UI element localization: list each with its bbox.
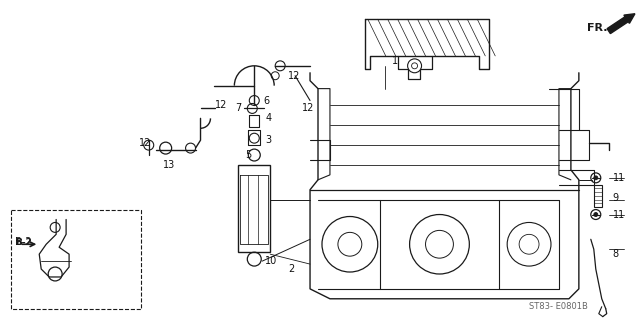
Bar [238, 165, 270, 252]
Text: 7: 7 [235, 103, 241, 114]
Circle shape [594, 212, 598, 217]
Bar [11, 210, 141, 309]
Text: 11: 11 [613, 210, 625, 220]
Text: 2: 2 [288, 264, 294, 274]
FancyArrow shape [607, 14, 635, 34]
Text: 8: 8 [613, 249, 619, 259]
Text: 3: 3 [265, 135, 271, 145]
Text: B-2: B-2 [15, 237, 32, 247]
Text: 12: 12 [302, 103, 315, 114]
Text: 1: 1 [392, 56, 397, 66]
Text: 13: 13 [162, 160, 175, 170]
Text: 9: 9 [613, 193, 619, 203]
Text: B-2: B-2 [15, 238, 32, 247]
Text: 12: 12 [139, 138, 151, 148]
Bar [594, 185, 602, 207]
Text: 6: 6 [263, 96, 269, 106]
Text: 10: 10 [265, 256, 278, 266]
Text: ST83- E0801B: ST83- E0801B [529, 302, 588, 311]
Text: 11: 11 [613, 173, 625, 183]
Text: 5: 5 [245, 150, 252, 160]
Circle shape [594, 176, 598, 180]
Text: 12: 12 [215, 100, 228, 110]
Text: 12: 12 [288, 71, 301, 81]
Text: FR.: FR. [587, 23, 607, 33]
Text: 4: 4 [265, 113, 271, 124]
